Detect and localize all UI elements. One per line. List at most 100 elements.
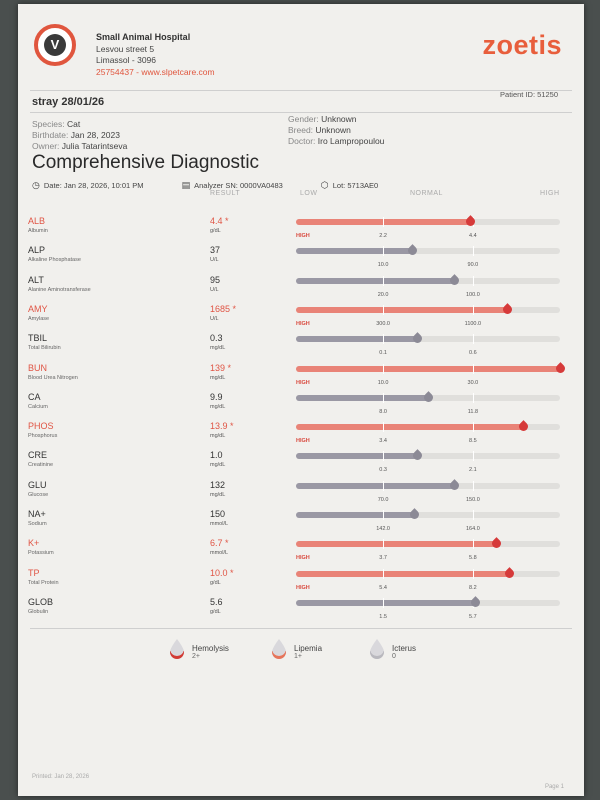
result-marker-icon (500, 303, 514, 316)
analyte-unit: mmol/L (210, 521, 229, 527)
reference-low: 5.4 (379, 584, 387, 591)
analyte-name: Amylase (28, 315, 50, 322)
range-bar (296, 478, 560, 492)
analyte-unit: mg/dL (210, 403, 226, 410)
analyte-name: Glucose (28, 491, 49, 498)
range-bar (296, 537, 560, 551)
reference-high: 100.0 (465, 291, 480, 298)
analyte-code: ALB (28, 216, 46, 226)
range-low-tick (383, 451, 385, 462)
range-low-tick (383, 334, 385, 345)
reference-high: 150.0 (465, 496, 480, 503)
analyte-code: PHOS (28, 421, 54, 432)
index-name: Hemolysis (192, 644, 229, 653)
range-high-tick (472, 451, 474, 462)
range-bar (296, 244, 560, 258)
clinic-address1: Lesvou street 5 (96, 43, 155, 54)
doctor-label: Doctor: (288, 136, 316, 146)
reference-high: 8.5 (469, 438, 477, 445)
box-icon: ⬡ (320, 180, 329, 190)
analyte-row: AMY Amylase 1685 * U/L 300.0 1100.0 HIGH (18, 303, 584, 334)
range-low-tick (383, 217, 385, 227)
result-marker-icon (490, 537, 503, 551)
range-bar (296, 303, 560, 316)
analyte-code: K+ (28, 538, 40, 549)
range-high-tick (472, 480, 474, 491)
result-marker-icon (448, 478, 461, 492)
range-low-tick (383, 246, 385, 257)
result-marker-icon (503, 566, 517, 580)
lot-number: Lot: 5713AE0 (332, 181, 379, 190)
range-high-tick (472, 334, 474, 345)
clinic-info: Small Animal Hospital Lesvou street 5 Li… (96, 32, 215, 78)
reference-low: 10.0 (377, 262, 389, 269)
analyte-code: CRE (28, 450, 48, 461)
reference-low: 20.0 (377, 291, 389, 298)
reference-low: 0.1 (379, 350, 387, 357)
report-title: Comprehensive Diagnostic (32, 152, 260, 173)
range-low-tick (383, 363, 385, 374)
range-bar-fill (296, 599, 476, 606)
index-name: Lipemia (294, 644, 323, 653)
range-bar-fill (296, 512, 415, 518)
icterus-drop-icon (370, 639, 384, 659)
analyte-name: Globulin (28, 608, 49, 615)
analyte-code: TP (28, 567, 40, 578)
analyte-name: Alkaline Phosphatase (28, 257, 81, 264)
analyte-value: 1685 * (210, 303, 237, 314)
doctor-value: Iro Lampropoulou (317, 136, 385, 146)
range-low-tick (383, 392, 385, 403)
analyte-value: 9.9 (210, 391, 223, 402)
analyte-name: Alanine Aminotransferase (28, 286, 91, 293)
analyte-code: NA+ (28, 509, 46, 519)
species-value: Cat (66, 119, 81, 129)
analyte-row: TP Total Protein 10.0 * g/dL 5.4 8.2 HIGH (18, 566, 584, 598)
range-bar-fill (296, 541, 497, 548)
analyte-row: CA Calcium 9.9 mg/dL 8.0 11.8 (18, 390, 584, 422)
low-column-header: LOW (300, 190, 318, 197)
result-marker-icon (411, 449, 424, 463)
analyte-value: 95 (210, 274, 221, 285)
analyte-unit: mg/dL (210, 345, 226, 352)
analyte-value: 6.7 * (210, 538, 229, 549)
high-flag: HIGH (296, 379, 310, 386)
range-bar (296, 361, 567, 375)
analyte-value: 1.0 (210, 450, 223, 461)
index-value: 2+ (192, 653, 200, 660)
analyte-code: ALP (28, 245, 46, 256)
report-page: V Small Animal Hospital Lesvou street 5 … (18, 4, 584, 796)
icterus-index: Icterus 0 (392, 644, 416, 660)
range-bar-fill (296, 306, 508, 313)
analyte-row: ALP Alkaline Phosphatase 37 U/L 10.0 90.0 (18, 244, 584, 275)
reference-high: 11.8 (467, 408, 479, 415)
clinic-logo-icon: V (44, 34, 66, 56)
analyte-value: 132 (210, 479, 226, 490)
range-bar (296, 596, 560, 609)
range-bar-fill (296, 336, 418, 343)
analyte-row: ALT Alanine Aminotransferase 95 U/L 20.0 100.… (18, 273, 584, 305)
analyte-row: BUN Blood Urea Nitrogen 139 * mg/dL 10.0 30.0… (18, 361, 584, 393)
analyte-value: 139 * (210, 362, 232, 373)
reference-low: 3.7 (379, 555, 387, 562)
birthdate-value: Jan 28, 2023 (70, 130, 120, 140)
index-value: 1+ (294, 653, 302, 660)
range-low-tick (383, 539, 385, 550)
reference-high: 5.7 (469, 613, 477, 620)
analyte-name: Blood Urea Nitrogen (28, 374, 78, 381)
range-bar (296, 508, 560, 521)
analyte-value: 150 (210, 509, 226, 519)
analyte-value: 13.9 * (210, 421, 234, 432)
analyzer-sn: Analyzer SN: 0000VA0483 (194, 181, 283, 190)
analyte-unit: mg/dL (210, 374, 226, 381)
result-marker-icon (421, 390, 435, 404)
analyte-unit: g/dL (210, 228, 221, 234)
reference-high: 8.2 (469, 584, 477, 591)
divider (30, 628, 572, 629)
analyte-row: GLU Glucose 132 mg/dL 70.0 150.0 (18, 478, 584, 510)
range-high-tick (472, 275, 474, 286)
reference-high: 1100.0 (464, 320, 482, 327)
breed-value: Unknown (315, 125, 351, 135)
range-bar-fill (296, 482, 455, 489)
range-bar-fill (296, 365, 560, 372)
range-low-tick (383, 422, 385, 433)
